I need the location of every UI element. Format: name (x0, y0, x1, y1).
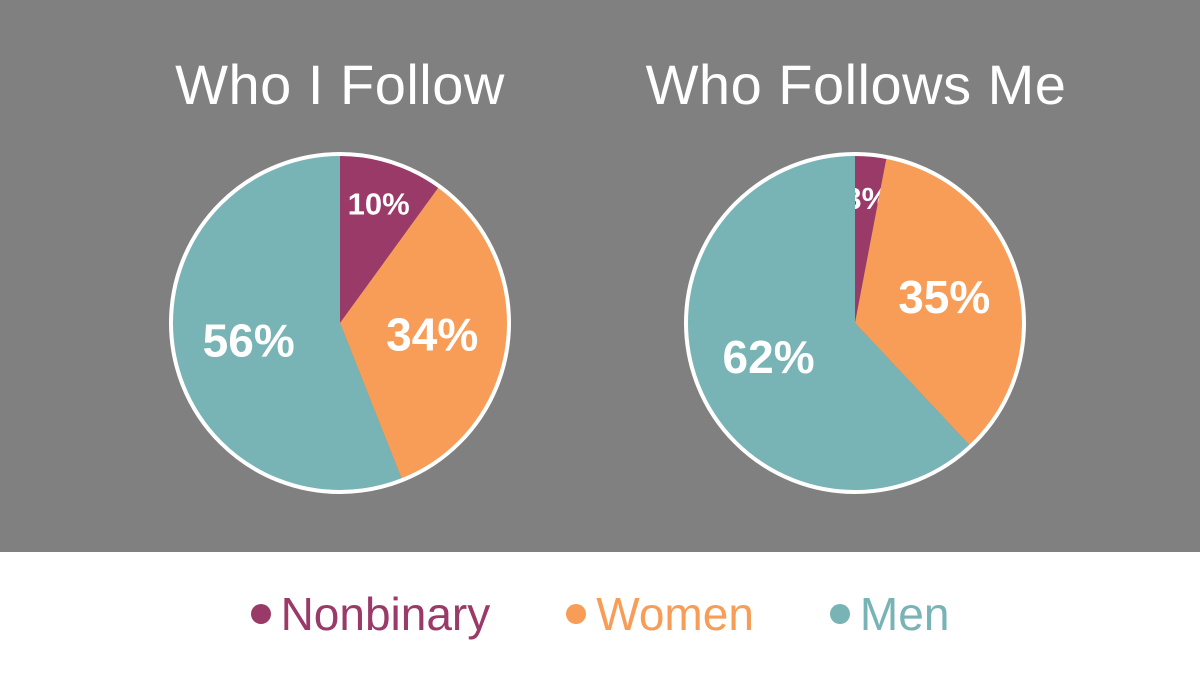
legend-label-nonbinary: Nonbinary (280, 587, 491, 640)
legend-item-women: Women (566, 587, 754, 641)
legend: Nonbinary Women Men (0, 552, 1200, 675)
data-label-women: 35% (898, 271, 990, 323)
pie-slice-women (340, 186, 510, 481)
pie-slice-nonbinary (855, 154, 887, 323)
pie-chart-who-i-follow: 10% 34% 56% (169, 152, 511, 494)
pie-chart-who-follows-me: 3%35%62% (684, 152, 1026, 494)
data-label-women: 34% (386, 309, 478, 361)
chart-title-who-i-follow: Who I Follow (175, 53, 505, 116)
legend-label-men: Men (859, 587, 950, 640)
data-label-men: 62% (723, 331, 815, 383)
data-label-nonbinary: 10% (348, 187, 410, 222)
chart-title-who-follows-me: Who Follows Me (645, 53, 1067, 116)
legend-item-men: Men (829, 587, 950, 641)
pie-outline (169, 152, 511, 494)
data-label-men: 56% (203, 314, 295, 366)
legend-item-nonbinary: Nonbinary (250, 587, 491, 641)
pie-slice-men (171, 154, 403, 492)
legend-label-women: Women (596, 587, 754, 640)
chart-panel: Who I Follow Who Follows Me 10% 34% 56% 3%… (0, 0, 1200, 552)
legend-dot-men-icon (829, 603, 850, 624)
pie-slice-men (686, 154, 971, 492)
pie-outline (684, 152, 1026, 494)
legend-dot-nonbinary-icon (250, 603, 271, 624)
pie-slice-women (855, 156, 1025, 447)
legend-dot-women-icon (566, 603, 587, 624)
pie-slice-nonbinary (340, 154, 440, 323)
